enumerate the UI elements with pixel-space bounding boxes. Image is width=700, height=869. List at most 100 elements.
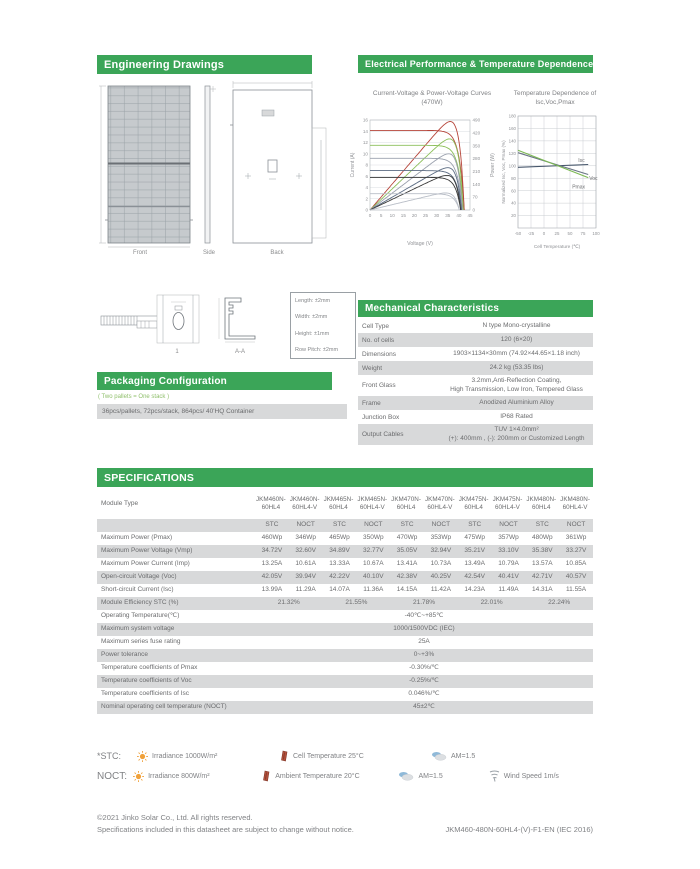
packaging-detail: 36pcs/pallets, 72pcs/stack, 864pcs/ 40'H… (97, 404, 347, 419)
value-cell: 460Wp (261, 534, 283, 542)
x-tick-label: 40 (456, 213, 462, 218)
x-tick-label: 45 (467, 213, 473, 218)
subheader-spacer (97, 519, 255, 532)
module-name-line: JKM460N-60HL4 (255, 495, 286, 511)
y-left-tick-label: 16 (363, 118, 369, 123)
specifications-table: Module Type JKM460N-60HL4 JKM460N-60HL4-V J… (97, 489, 593, 714)
value-cell: 42.54V (457, 571, 492, 584)
value-cell: 353Wp (430, 534, 452, 542)
value-cell: 21.32% (255, 597, 323, 610)
subheader-cell: NOCT (423, 519, 458, 532)
y-right-tick-label: 70 (473, 195, 479, 200)
value-cell: 21.78% (390, 597, 458, 610)
value-cell: 40.10V (356, 571, 391, 584)
y-right-tick-label: 210 (473, 169, 481, 174)
value-cell: 11.36A (363, 586, 384, 594)
y-left-tick-label: 12 (363, 140, 369, 145)
cloud-icon (431, 751, 447, 761)
value-line: N type Mono-crystalline (482, 321, 551, 329)
y-left-tick-label: 10 (363, 151, 369, 156)
row-label: No. of cells (362, 336, 395, 344)
series-label-voc: Voc (589, 176, 598, 182)
plot-frame (517, 115, 597, 229)
y-tick-label: 120 (509, 151, 517, 156)
mounting-hole-detail-drawing (156, 294, 200, 344)
value-cell: 14.31A (531, 586, 553, 594)
y-right-tick-label: 280 (473, 156, 481, 161)
side-view-label: Side (202, 250, 215, 256)
engineering-drawings-header: Engineering Drawings (97, 55, 312, 74)
x-tick-label: 5 (380, 213, 383, 218)
value-line: High Transmission, Low Iron, Tempered Gl… (450, 385, 583, 393)
temp-chart-title: Temperature Dependence of Isc,Voc,Pmax (513, 90, 597, 106)
module-name-cell: JKM480N-60HL4 JKM480N-60HL4-V (525, 489, 593, 519)
value-cell: 11.42A (430, 586, 451, 594)
side-view-drawing (204, 85, 216, 244)
row-label: Open-circuit Voltage (Voc) (97, 571, 255, 584)
value-line: TUV 1×4.0mm² (494, 426, 539, 434)
value-cell: 11.49A (498, 586, 519, 594)
value-line: 120 (6×20) (500, 335, 533, 343)
value-cell: 42.22V (322, 571, 357, 584)
row-value: IP68 Rated (440, 410, 593, 424)
test-conditions-legend: *STC: Irradiance 1000W/m² Cell Temperature… (97, 746, 597, 786)
mechanical-table: Cell Type N type Mono-crystalline No. of c… (358, 319, 593, 445)
y-tick-label: 180 (509, 114, 517, 119)
legend-row: NOCT: Irradiance 800W/m² Ambient Temperatu… (97, 766, 597, 786)
row-value: 24.2 kg (53.35 lbs) (440, 361, 593, 375)
row-label: Maximum Power Current (Imp) (101, 560, 190, 568)
footer-copyright: ©2021 Jinko Solar Co., Ltd. All rights r… (97, 813, 253, 822)
value-cell: 11.55A (566, 586, 587, 594)
pv-curve (369, 192, 460, 211)
value-cell: 25A (418, 638, 430, 646)
row-label: Module Efficiency STC (%) (97, 597, 255, 610)
row-value: 1903×1134×30mm (74.92×44.65×1.18 inch) (440, 347, 593, 361)
y-left-tick-label: 2 (365, 196, 368, 201)
series-pmax (517, 149, 589, 179)
legend-row: *STC: Irradiance 1000W/m² Cell Temperature… (97, 746, 597, 766)
legend-item: Wind Speed 1m/s (489, 770, 597, 782)
subheader-cell: STC (255, 519, 289, 532)
value-cell: 22.01% (457, 597, 526, 610)
series-label-isc: Isc (578, 158, 585, 164)
module-name-line: JKM465N-60HL4-V (357, 495, 388, 511)
back-view-label: Back (270, 250, 284, 256)
x-tick-label: 0 (369, 213, 372, 218)
x-tick-label: 75 (581, 231, 586, 236)
value-cell: 39.94V (288, 571, 323, 584)
legend-item-text: AM=1.5 (451, 752, 476, 760)
iv-curve (370, 129, 465, 211)
table-row: Frame Anodized Aluminium Alloy (358, 396, 593, 410)
value-cell: 13.57A (531, 560, 553, 568)
value-cell: 42.05V (255, 571, 289, 584)
value-cell: -40℃~+85℃ (404, 612, 444, 620)
legend-item-text: AM=1.5 (418, 772, 443, 780)
table-row: Weight 24.2 kg (53.35 lbs) (358, 361, 593, 375)
row-label: Maximum Power (Pmax) (101, 534, 173, 542)
row-label: Maximum Power Voltage (Vmp) (97, 545, 255, 558)
value-cell: 32.94V (423, 545, 458, 558)
value-cell: 350Wp (362, 534, 384, 542)
legend-item: AM=1.5 (398, 771, 488, 781)
value-cell: 21.55% (322, 597, 391, 610)
module-name-line: JKM465N-60HL4 (323, 495, 354, 511)
row-label: Cell Type (362, 322, 389, 330)
row-label: Temperature coefficients of Pmax (101, 664, 198, 672)
y-axis-label: Normalized Isc, Voc, Pmax (%) (501, 140, 506, 204)
sun-icon (137, 750, 148, 762)
plot-frame (369, 119, 471, 211)
tolerance-box: Length: ±2mm Width: ±2mm Height: ±1mm Ro… (290, 292, 356, 359)
thermometer-icon (261, 770, 271, 782)
y-right-tick-label: 140 (473, 182, 481, 187)
x-tick-label: -50 (515, 231, 522, 236)
value-line: 24.2 kg (53.35 lbs) (489, 363, 544, 371)
legend-item: Irradiance 800W/m² (133, 770, 261, 782)
value-cell: 14.07A (329, 586, 350, 594)
x-tick-label: 35 (445, 213, 451, 218)
table-row: Dimensions 1903×1134×30mm (74.92×44.65×1.… (358, 347, 593, 361)
y-left-axis-label: Current (A) (350, 152, 356, 177)
y-left-tick-label: 14 (363, 129, 369, 134)
iv-pv-chart: 0 2 4 6 8 10 12 14 16 0 70 140 210 280 350 420 490 0 5 10 15… (350, 118, 496, 247)
row-value: 120 (6×20) (440, 333, 593, 347)
module-name-line: JKM470N-60HL4-V (424, 495, 455, 511)
